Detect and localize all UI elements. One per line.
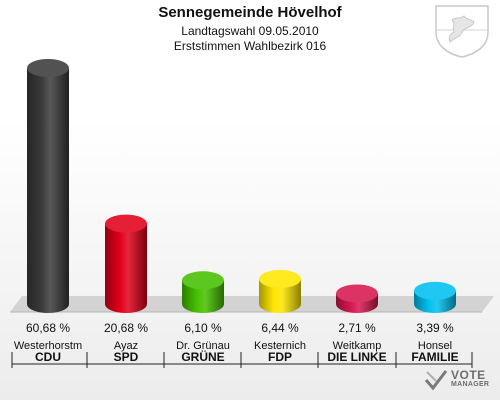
value-label: 2,71 % [338, 321, 376, 335]
bar-body [259, 278, 301, 313]
value-label: 20,68 % [104, 321, 148, 335]
bar-top [259, 269, 301, 288]
candidate-label: Dr. Grünau [176, 340, 230, 352]
candidate-label: Honsel [418, 340, 452, 352]
bar-top [182, 271, 224, 290]
election-subtitle: Landtagswahl 09.05.2010 [181, 24, 319, 38]
bar-cdu [27, 59, 69, 313]
chart-title: Sennegemeinde Hövelhof [158, 4, 342, 21]
party-label: GRÜNE [181, 349, 224, 364]
bar-body [105, 223, 147, 313]
candidate-label: Weitkamp [333, 340, 382, 352]
coat-of-arms-icon [435, 5, 489, 58]
value-label: 6,10 % [184, 321, 222, 335]
value-label: 60,68 % [26, 321, 70, 335]
bar-spd [105, 214, 147, 313]
bar-top [27, 59, 69, 77]
logo-line1: VOTE [451, 368, 486, 382]
vote-manager-logo: VOTE MANAGER [424, 368, 489, 392]
bar-die-linke [336, 284, 378, 313]
bar-grüne [182, 271, 224, 313]
candidate-label: Ayaz [114, 340, 138, 352]
value-label: 6,44 % [261, 321, 299, 335]
bar-familie [414, 281, 456, 313]
party-label: FDP [268, 350, 292, 364]
bar-body [27, 68, 69, 313]
bar-top [336, 284, 378, 303]
party-label: DIE LINKE [327, 350, 386, 364]
bar-body [182, 280, 224, 313]
candidate-label: Kesternich [254, 340, 306, 352]
bar-top [414, 281, 456, 300]
party-label: CDU [35, 350, 61, 364]
value-label: 3,39 % [416, 321, 454, 335]
vote-manager-check-icon [424, 370, 448, 391]
district-subtitle: Erststimmen Wahlbezirk 016 [173, 39, 327, 53]
logo-line2: MANAGER [451, 381, 490, 388]
party-label: FAMILIE [411, 350, 458, 364]
bar-top [105, 214, 147, 233]
candidate-label: Westerhorstm [14, 340, 82, 352]
party-label: SPD [114, 350, 139, 364]
bar-fdp [259, 269, 301, 313]
